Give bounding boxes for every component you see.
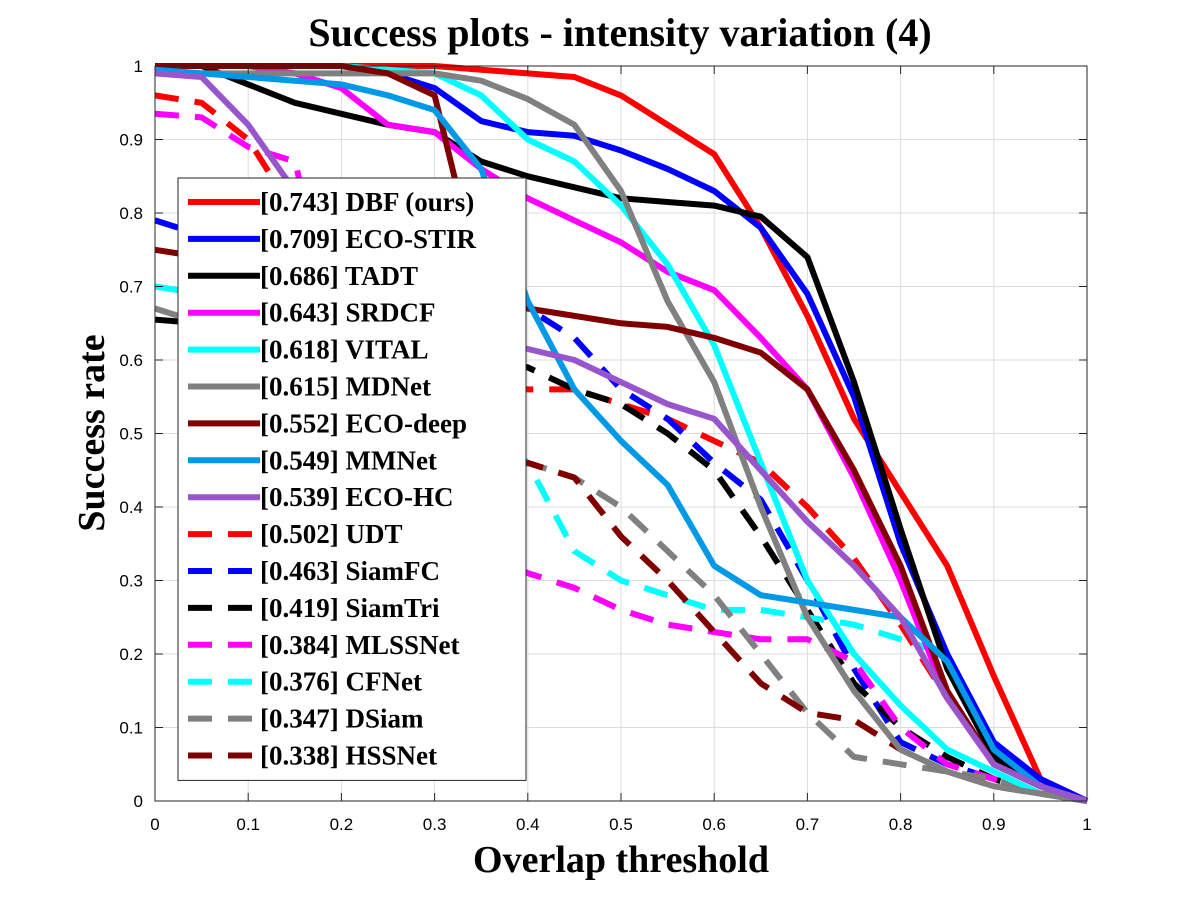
x-tick-label: 0.9 (982, 815, 1006, 834)
y-tick-label: 0.2 (119, 645, 143, 664)
x-tick-label: 0.5 (609, 815, 633, 834)
legend-label: [0.502] UDT (260, 519, 403, 549)
chart-title: Success plots - intensity variation (4) (308, 10, 931, 55)
y-tick-label: 0.5 (119, 425, 143, 444)
legend-label: [0.419] SiamTri (260, 593, 440, 623)
x-tick-label: 0 (150, 815, 159, 834)
y-tick-label: 0 (134, 792, 143, 811)
legend-label: [0.384] MLSSNet (260, 630, 459, 660)
series-line-3 (155, 63, 1088, 804)
series-line-7 (154, 66, 1088, 804)
y-tick-label: 0.7 (119, 278, 143, 297)
legend-label: [0.539] ECO-HC (260, 482, 453, 512)
y-axis-label: Success rate (71, 334, 113, 531)
x-tick-label: 0.7 (796, 815, 820, 834)
y-tick-label: 0.1 (119, 719, 143, 738)
y-tick-label: 0.6 (119, 351, 143, 370)
legend-label: [0.338] HSSNet (260, 741, 437, 771)
axis-ticks: 0 0.1 0.2 0.3 0.4 0.5 0.6 0.7 0.8 0.9 1 0 0.1 0.2 0.3 0… (119, 57, 1091, 834)
x-tick-label: 0.1 (236, 815, 260, 834)
legend-label: [0.643] SRDCF (260, 298, 436, 328)
legend-label: [0.549] MMNet (260, 445, 437, 475)
legend-label: [0.743] DBF (ours) (260, 187, 474, 217)
legend-label: [0.463] SiamFC (260, 556, 440, 586)
legend-label: [0.552] ECO-deep (260, 408, 467, 438)
y-tick-label: 0.4 (119, 498, 143, 517)
y-tick-label: 1 (134, 57, 143, 76)
x-tick-label: 0.6 (702, 815, 726, 834)
x-tick-label: 0.2 (330, 815, 354, 834)
legend-label: [0.618] VITAL (260, 335, 429, 365)
x-tick-label: 1 (1082, 815, 1091, 834)
x-tick-label: 0.4 (516, 815, 540, 834)
legend-label: [0.615] MDNet (260, 372, 431, 402)
y-tick-label: 0.9 (119, 131, 143, 150)
legend-label: [0.376] CFNet (260, 667, 422, 697)
y-tick-label: 0.3 (119, 572, 143, 591)
x-axis-label: Overlap threshold (473, 839, 769, 881)
legend-label: [0.686] TADT (260, 261, 418, 291)
legend: [0.743] DBF (ours) [0.709] ECO-STIR [0.686… (177, 177, 527, 781)
legend-label: [0.709] ECO-STIR (260, 224, 477, 254)
y-tick-label: 0.8 (119, 204, 143, 223)
series-line-5 (155, 70, 1088, 804)
legend-label: [0.347] DSiam (260, 704, 424, 734)
x-tick-label: 0.8 (889, 815, 913, 834)
x-tick-label: 0.3 (423, 815, 447, 834)
